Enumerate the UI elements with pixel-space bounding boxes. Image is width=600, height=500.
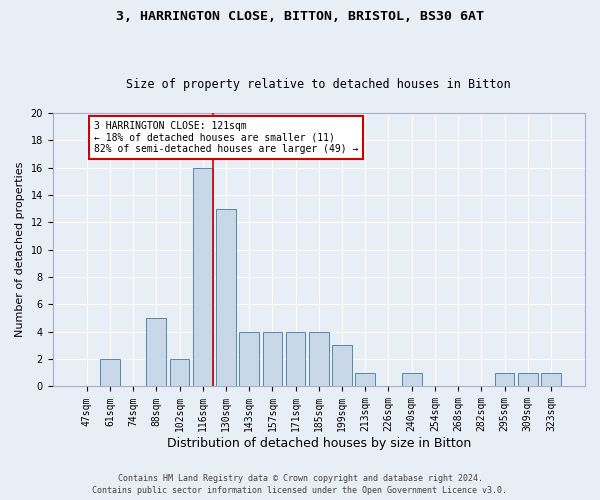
Bar <box>263 332 282 386</box>
Bar <box>355 373 375 386</box>
Text: 3, HARRINGTON CLOSE, BITTON, BRISTOL, BS30 6AT: 3, HARRINGTON CLOSE, BITTON, BRISTOL, BS… <box>116 10 484 23</box>
X-axis label: Distribution of detached houses by size in Bitton: Distribution of detached houses by size … <box>167 437 471 450</box>
Bar <box>216 208 236 386</box>
Bar <box>309 332 329 386</box>
Text: Contains HM Land Registry data © Crown copyright and database right 2024.
Contai: Contains HM Land Registry data © Crown c… <box>92 474 508 495</box>
Bar <box>518 373 538 386</box>
Bar <box>170 359 190 386</box>
Bar <box>541 373 561 386</box>
Bar <box>100 359 120 386</box>
Bar <box>193 168 212 386</box>
Title: Size of property relative to detached houses in Bitton: Size of property relative to detached ho… <box>127 78 511 91</box>
Text: 3 HARRINGTON CLOSE: 121sqm
← 18% of detached houses are smaller (11)
82% of semi: 3 HARRINGTON CLOSE: 121sqm ← 18% of deta… <box>94 121 358 154</box>
Bar <box>332 346 352 387</box>
Bar <box>286 332 305 386</box>
Bar <box>494 373 514 386</box>
Bar <box>146 318 166 386</box>
Y-axis label: Number of detached properties: Number of detached properties <box>15 162 25 338</box>
Bar <box>402 373 422 386</box>
Bar <box>239 332 259 386</box>
